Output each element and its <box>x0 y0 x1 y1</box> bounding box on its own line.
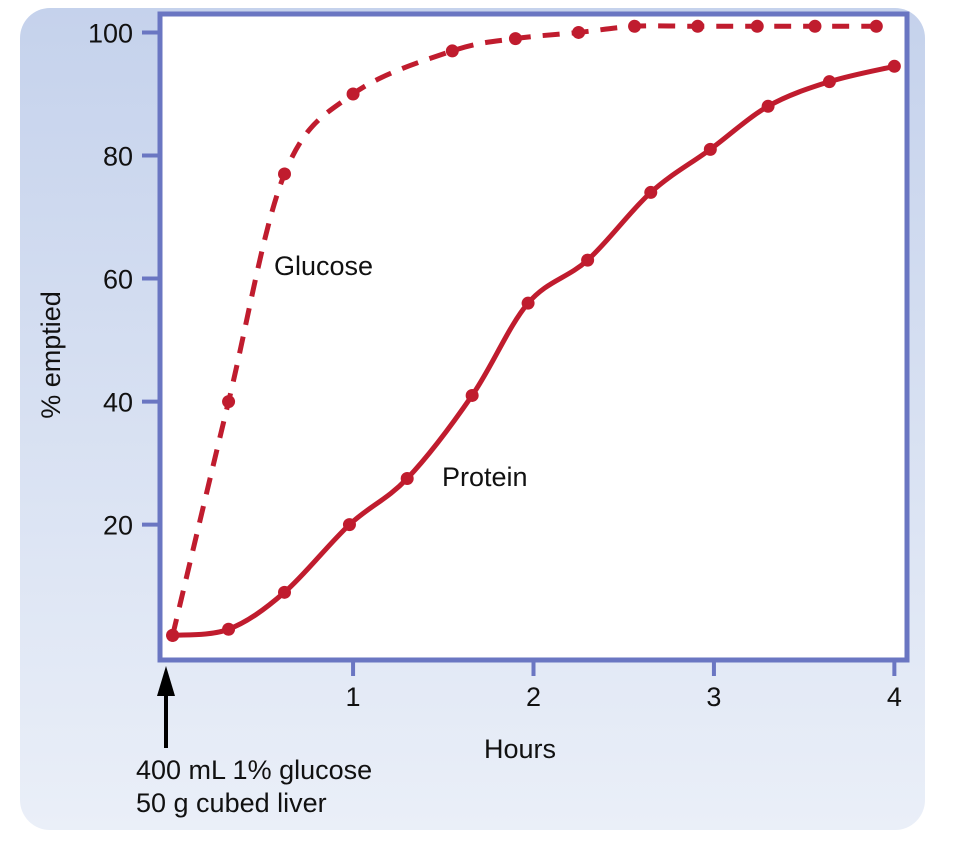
series-point-protein-5 <box>465 388 479 402</box>
series-point-glucose-7 <box>628 19 642 33</box>
series-point-protein-9 <box>703 142 717 156</box>
series-point-protein-8 <box>644 185 658 199</box>
plot-area <box>157 11 910 663</box>
start-arrow <box>157 666 175 748</box>
start-arrow-head <box>157 666 175 696</box>
series-point-glucose-8 <box>691 19 705 33</box>
x-tick-label-1: 1 <box>346 682 361 712</box>
x-axis-ticks: 1 2 3 4 <box>346 660 902 712</box>
x-tick-label-2: 2 <box>526 682 541 712</box>
series-protein <box>166 59 901 642</box>
y-tick-label-100: 100 <box>88 18 133 48</box>
series-point-protein-7 <box>581 253 595 267</box>
y-tick-label-60: 60 <box>103 265 133 295</box>
series-point-protein-12 <box>887 59 901 73</box>
y-axis-title: % emptied <box>36 291 66 419</box>
y-axis-ticks: 20 40 60 80 100 <box>88 18 160 541</box>
y-tick-label-20: 20 <box>103 511 133 541</box>
series-point-protein-3 <box>342 518 356 532</box>
x-axis-title: Hours <box>484 734 556 764</box>
x-tick-label-4: 4 <box>887 682 902 712</box>
series-point-protein-0 <box>166 628 180 642</box>
series-point-glucose-6 <box>572 25 586 39</box>
series-point-glucose-2 <box>278 167 291 181</box>
series-point-glucose-4 <box>445 44 459 58</box>
series-point-glucose-5 <box>508 32 522 46</box>
series-point-glucose-9 <box>750 19 764 33</box>
y-tick-label-40: 40 <box>103 388 133 418</box>
series-label-protein: Protein <box>442 462 528 492</box>
series-point-glucose-11 <box>869 19 883 33</box>
series-point-protein-2 <box>278 585 291 599</box>
series-layer <box>166 19 901 642</box>
y-tick-label-80: 80 <box>103 142 133 172</box>
series-point-protein-1 <box>222 622 236 636</box>
start-note-line-1: 400 mL 1% glucose <box>136 755 372 785</box>
series-point-protein-10 <box>761 99 775 113</box>
series-point-protein-11 <box>822 75 836 89</box>
series-label-glucose: Glucose <box>274 251 373 281</box>
start-note-line-2: 50 g cubed liver <box>136 788 327 818</box>
series-line-glucose <box>170 23 877 636</box>
series-point-protein-6 <box>521 296 535 310</box>
series-point-glucose-10 <box>808 19 822 33</box>
x-tick-label-3: 3 <box>706 682 721 712</box>
series-point-glucose-1 <box>222 395 236 409</box>
series-point-glucose-3 <box>346 87 360 101</box>
series-point-protein-4 <box>400 472 414 486</box>
